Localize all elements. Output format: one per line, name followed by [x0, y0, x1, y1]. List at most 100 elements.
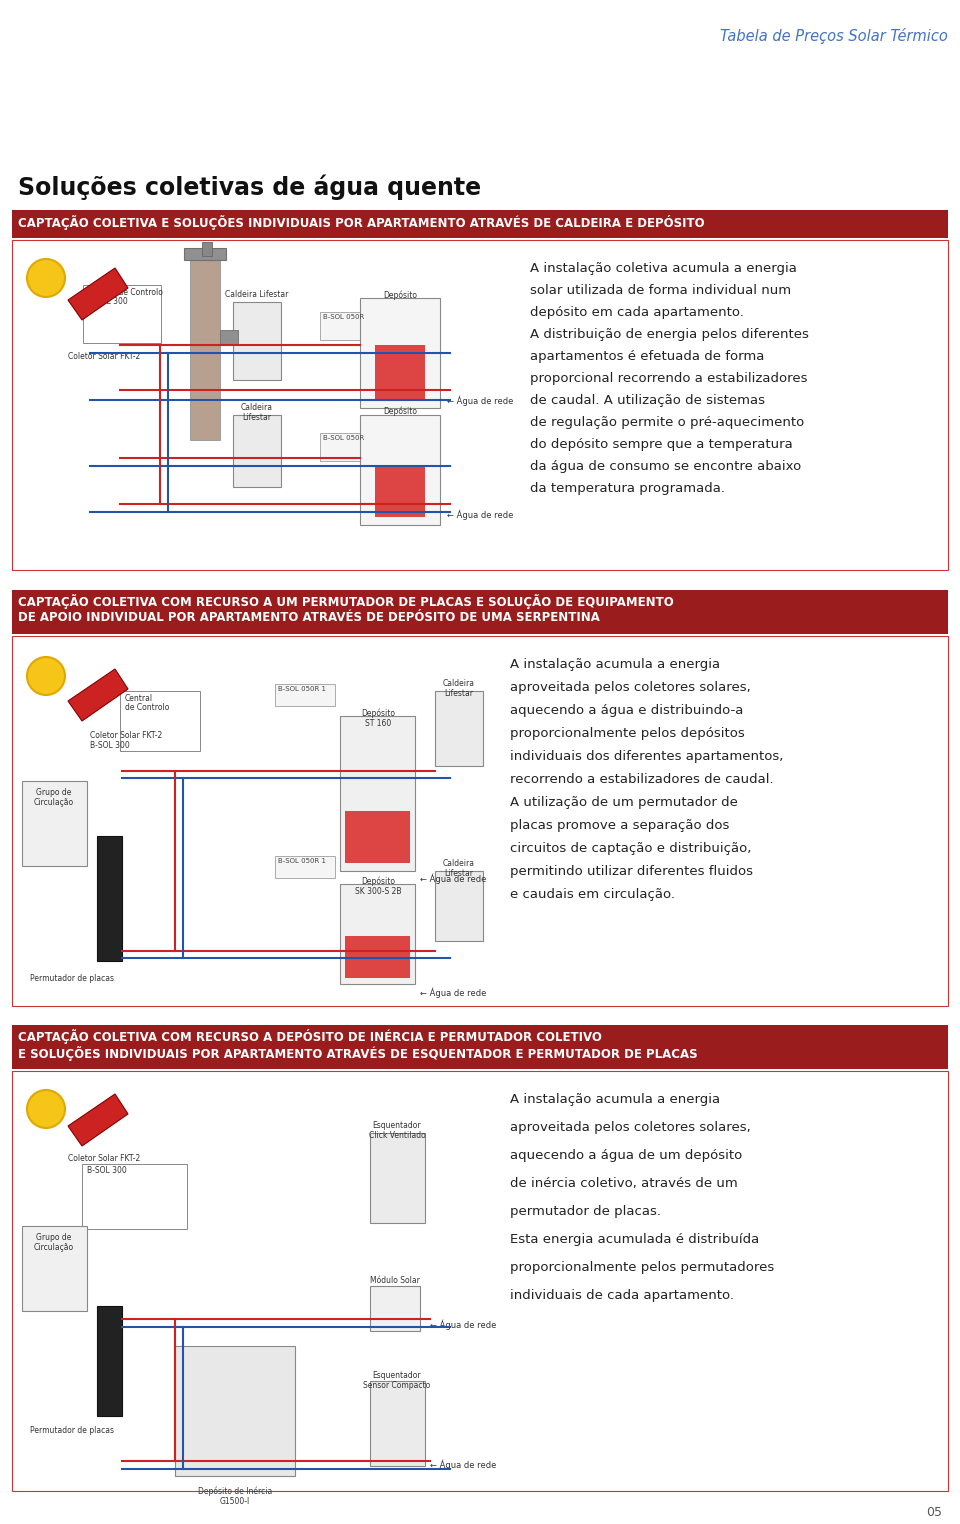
- Text: aquecendo a água de um depósito: aquecendo a água de um depósito: [510, 1149, 742, 1161]
- Bar: [370, 1286, 420, 1330]
- Text: B-SOL 050R 1: B-SOL 050R 1: [278, 686, 326, 692]
- Text: ← Água de rede: ← Água de rede: [420, 873, 487, 884]
- Text: Esta energia acumulada é distribuída: Esta energia acumulada é distribuída: [510, 1233, 759, 1247]
- Polygon shape: [68, 669, 128, 721]
- Polygon shape: [68, 268, 128, 320]
- Bar: [345, 811, 410, 863]
- Bar: [320, 433, 376, 460]
- Text: proporcionalmente pelos permutadores: proporcionalmente pelos permutadores: [510, 1260, 775, 1274]
- Bar: [340, 884, 415, 985]
- Text: Depósito
ST 160: Depósito ST 160: [361, 709, 395, 728]
- Text: permitindo utilizar diferentes fluidos: permitindo utilizar diferentes fluidos: [510, 866, 753, 878]
- Circle shape: [27, 1090, 65, 1128]
- Polygon shape: [68, 1094, 128, 1146]
- Text: DE APOIO INDIVIDUAL POR APARTAMENTO ATRAVÉS DE DEPÓSITO DE UMA SERPENTINA: DE APOIO INDIVIDUAL POR APARTAMENTO ATRA…: [18, 611, 600, 623]
- Text: E SOLUÇÕES INDIVIDUAIS POR APARTAMENTO ATRAVÉS DE ESQUENTADOR E PERMUTADOR DE PL: E SOLUÇÕES INDIVIDUAIS POR APARTAMENTO A…: [18, 1045, 698, 1061]
- Bar: [340, 716, 415, 872]
- Bar: [12, 239, 948, 570]
- Text: A distribuição de energia pelos diferentes: A distribuição de energia pelos diferent…: [530, 328, 809, 341]
- Bar: [184, 248, 226, 261]
- Text: circuitos de captação e distribuição,: circuitos de captação e distribuição,: [510, 841, 752, 855]
- Bar: [435, 872, 483, 940]
- Bar: [360, 415, 440, 524]
- Text: proporcionalmente pelos depósitos: proporcionalmente pelos depósitos: [510, 727, 745, 741]
- Bar: [275, 856, 335, 878]
- Bar: [320, 312, 376, 340]
- Bar: [83, 285, 161, 343]
- Text: Depósito: Depósito: [383, 290, 417, 300]
- Bar: [97, 1306, 122, 1416]
- Text: A instalação coletiva acumula a energia: A instalação coletiva acumula a energia: [530, 262, 797, 274]
- Bar: [190, 255, 220, 440]
- Text: do depósito sempre que a temperatura: do depósito sempre que a temperatura: [530, 437, 793, 451]
- Text: aquecendo a água e distribuindo-a: aquecendo a água e distribuindo-a: [510, 704, 743, 716]
- Bar: [345, 936, 410, 978]
- Text: B-SOL 300: B-SOL 300: [90, 741, 130, 750]
- Text: Central de Controlo: Central de Controlo: [88, 288, 163, 297]
- Text: permutador de placas.: permutador de placas.: [510, 1205, 661, 1218]
- Text: Permutador de placas: Permutador de placas: [30, 974, 114, 983]
- Text: Coletor Solar FKT-2: Coletor Solar FKT-2: [68, 352, 140, 361]
- Text: A instalação acumula a energia: A instalação acumula a energia: [510, 658, 720, 671]
- Text: Coletor Solar FKT-2: Coletor Solar FKT-2: [68, 1154, 140, 1163]
- Bar: [175, 1346, 295, 1477]
- Text: ← Água de rede: ← Água de rede: [447, 511, 514, 521]
- Bar: [12, 210, 948, 238]
- Text: Tabela de Preços Solar Térmico: Tabela de Preços Solar Térmico: [720, 27, 948, 44]
- Text: Caldeira
Lifestar: Caldeira Lifestar: [443, 860, 475, 878]
- Circle shape: [27, 259, 65, 297]
- Text: da temperatura programada.: da temperatura programada.: [530, 482, 725, 495]
- Bar: [220, 331, 238, 344]
- Bar: [435, 690, 483, 767]
- Bar: [233, 302, 281, 379]
- Text: depósito em cada apartamento.: depósito em cada apartamento.: [530, 306, 744, 319]
- Text: ← Água de rede: ← Água de rede: [430, 1458, 496, 1469]
- Text: Esquentador
Click Ventilado: Esquentador Click Ventilado: [369, 1122, 425, 1140]
- Bar: [202, 242, 212, 256]
- Circle shape: [27, 657, 65, 695]
- Text: Grupo de
Circulação: Grupo de Circulação: [34, 788, 74, 808]
- Text: aproveitada pelos coletores solares,: aproveitada pelos coletores solares,: [510, 1122, 751, 1134]
- Text: CAPTAÇÃO COLETIVA COM RECURSO A UM PERMUTADOR DE PLACAS E SOLUÇÃO DE EQUIPAMENTO: CAPTAÇÃO COLETIVA COM RECURSO A UM PERMU…: [18, 594, 674, 610]
- Text: Caldeira
Lifestar: Caldeira Lifestar: [241, 402, 273, 422]
- Text: Grupo de
Circulação: Grupo de Circulação: [34, 1233, 74, 1253]
- Text: B-SOL 300: B-SOL 300: [88, 297, 128, 306]
- Text: Coletor Solar FKT-2: Coletor Solar FKT-2: [90, 732, 162, 741]
- Text: Soluções coletivas de água quente: Soluções coletivas de água quente: [18, 175, 481, 201]
- Text: de caudal. A utilização de sistemas: de caudal. A utilização de sistemas: [530, 395, 765, 407]
- Text: individuais de cada apartamento.: individuais de cada apartamento.: [510, 1289, 734, 1301]
- Text: Depósito
SK 300-S 2B: Depósito SK 300-S 2B: [355, 876, 401, 896]
- Bar: [12, 636, 948, 1006]
- Text: Permutador de placas: Permutador de placas: [30, 1426, 114, 1436]
- Bar: [97, 837, 122, 962]
- Bar: [22, 1225, 87, 1311]
- Bar: [12, 1026, 948, 1068]
- Bar: [120, 690, 200, 751]
- Bar: [360, 299, 440, 408]
- Text: B-SOL 050R: B-SOL 050R: [323, 434, 364, 440]
- Text: de inércia coletivo, através de um: de inércia coletivo, através de um: [510, 1177, 737, 1190]
- Text: Esquentador
Sensor Compacto: Esquentador Sensor Compacto: [364, 1372, 431, 1390]
- Text: proporcional recorrendo a estabilizadores: proporcional recorrendo a estabilizadore…: [530, 372, 807, 386]
- Bar: [22, 780, 87, 866]
- Text: da água de consumo se encontre abaixo: da água de consumo se encontre abaixo: [530, 460, 802, 472]
- Bar: [12, 590, 948, 634]
- Bar: [233, 415, 281, 488]
- Text: Central: Central: [125, 693, 154, 703]
- Text: ← Água de rede: ← Água de rede: [420, 988, 487, 998]
- Text: B-SOL 050R 1: B-SOL 050R 1: [278, 858, 326, 864]
- Text: A instalação acumula a energia: A instalação acumula a energia: [510, 1093, 720, 1106]
- Text: individuais dos diferentes apartamentos,: individuais dos diferentes apartamentos,: [510, 750, 783, 764]
- Text: Caldeira Lifestar: Caldeira Lifestar: [226, 290, 289, 299]
- Text: A utilização de um permutador de: A utilização de um permutador de: [510, 796, 738, 809]
- Text: ← Água de rede: ← Água de rede: [430, 1318, 496, 1329]
- Text: aproveitada pelos coletores solares,: aproveitada pelos coletores solares,: [510, 681, 751, 693]
- Bar: [82, 1164, 187, 1228]
- Text: B-SOL 300: B-SOL 300: [87, 1166, 127, 1175]
- Text: CAPTAÇÃO COLETIVA COM RECURSO A DEPÓSITO DE INÉRCIA E PERMUTADOR COLETIVO: CAPTAÇÃO COLETIVA COM RECURSO A DEPÓSITO…: [18, 1029, 602, 1044]
- Text: Depósito de Inércia
G1500-I: Depósito de Inércia G1500-I: [198, 1486, 272, 1506]
- Bar: [275, 684, 335, 706]
- Bar: [12, 1071, 948, 1490]
- Bar: [375, 344, 425, 399]
- Text: apartamentos é efetuada de forma: apartamentos é efetuada de forma: [530, 351, 764, 363]
